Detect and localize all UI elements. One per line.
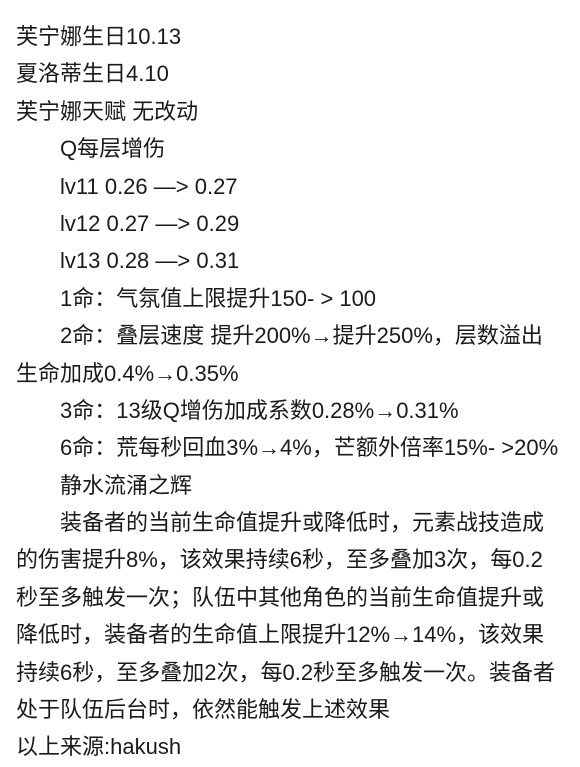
weapon-desc: 装备者的当前生命值提升或降低时，元素战技造成的伤害提升8%，该效果持续6秒，至多… <box>16 504 564 728</box>
source-line: 以上来源:hakush <box>16 728 564 765</box>
c1-row: 1命：气氛值上限提升150- > 100 <box>16 280 564 317</box>
c2-row: 2命：叠层速度 提升200%→提升250%，层数溢出生命加成0.4%→0.35% <box>16 317 564 392</box>
lv13-row: lv13 0.28 —> 0.31 <box>16 242 564 279</box>
talent-header: 芙宁娜天赋 无改动 <box>16 93 564 130</box>
birthday-furina: 芙宁娜生日10.13 <box>16 18 564 55</box>
lv12-row: lv12 0.27 —> 0.29 <box>16 205 564 242</box>
c3-row: 3命：13级Q增伤加成系数0.28%→0.31% <box>16 392 564 429</box>
c6-row: 6命：荒每秒回血3%→4%，芒额外倍率15%- >20% <box>16 429 564 466</box>
q-header: Q每层增伤 <box>16 130 564 167</box>
weapon-name: 静水流涌之辉 <box>16 467 564 504</box>
lv11-row: lv11 0.26 —> 0.27 <box>16 168 564 205</box>
birthday-charlotte: 夏洛蒂生日4.10 <box>16 55 564 92</box>
